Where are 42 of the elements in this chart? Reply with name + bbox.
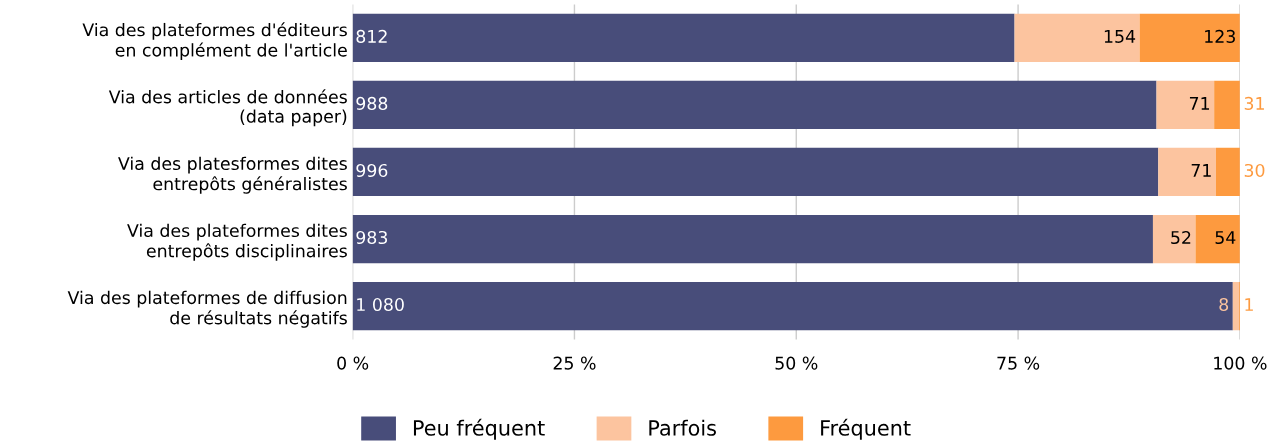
bar — [1139, 13, 1240, 63]
annotation: 8 — [1219, 297, 1229, 312]
annotation: 31 — [1244, 96, 1264, 110]
bar — [1014, 13, 1140, 63]
y-tick-label: Via des plateformes de diffusion de résultats négatifs — [67, 290, 347, 328]
bar — [352, 214, 1153, 264]
bar — [1215, 147, 1240, 197]
legend-label: Fréquent — [821, 418, 911, 440]
annotation: 52 — [1171, 230, 1191, 245]
bar — [352, 80, 1157, 130]
bar — [1152, 214, 1196, 264]
bar — [352, 13, 1015, 63]
y-tick-label: Via des articles de données (data paper) — [108, 89, 347, 127]
legend-label: Peu fréquent — [413, 418, 545, 440]
annotation: 71 — [1191, 164, 1211, 177]
annotation: 983 — [356, 230, 388, 245]
y-tick-label: Via des plateformes d'éditeurs en complément de l'article — [82, 22, 347, 61]
bar — [1214, 80, 1240, 130]
bar — [1232, 281, 1240, 331]
y-tick-label: Via des platesformes dites entrepôts généralistes — [118, 156, 347, 194]
x-tick-label: 50 % — [775, 356, 818, 370]
annotation: 30 — [1244, 163, 1265, 178]
annotation: 1 — [1245, 298, 1253, 311]
annotation: 1 080 — [357, 297, 404, 312]
x-tick-label: 100 % — [1214, 356, 1267, 370]
x-tick-label: 0 % — [337, 356, 369, 370]
annotation: 812 — [356, 29, 387, 43]
annotation: 54 — [1215, 231, 1236, 245]
y-tick-label: Via des plateformes dites entrepôts disciplinaires — [127, 223, 347, 261]
annotation: 71 — [1189, 97, 1210, 110]
legend-label: Parfois — [649, 419, 716, 436]
bar — [352, 147, 1159, 197]
bar — [1156, 80, 1215, 130]
annotation: 988 — [356, 96, 388, 110]
bar — [352, 281, 1233, 331]
annotation: 996 — [356, 163, 388, 178]
annotation: 154 — [1104, 30, 1136, 43]
bar — [1158, 147, 1216, 197]
bar — [1195, 214, 1240, 264]
x-tick-label: 75 % — [997, 356, 1040, 370]
x-tick-label: 25 % — [553, 356, 596, 370]
annotation: 123 — [1205, 29, 1235, 43]
